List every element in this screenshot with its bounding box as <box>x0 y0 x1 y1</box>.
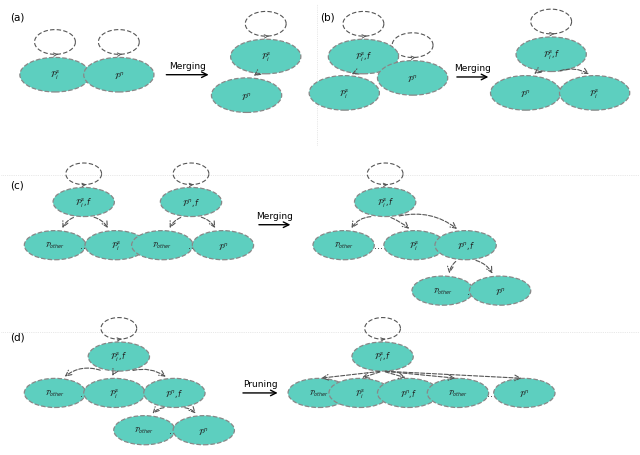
Text: $\mathcal{P}_{other}$: $\mathcal{P}_{other}$ <box>308 388 329 398</box>
Text: $\mathcal{P}^n$: $\mathcal{P}^n$ <box>241 91 252 101</box>
Text: $\mathcal{P}^n$: $\mathcal{P}^n$ <box>520 88 531 99</box>
Ellipse shape <box>384 231 445 260</box>
Ellipse shape <box>288 379 349 408</box>
Ellipse shape <box>329 379 390 408</box>
Text: $\mathcal{P}_i^s$: $\mathcal{P}_i^s$ <box>111 239 121 253</box>
Text: $\mathcal{P}_{other}$: $\mathcal{P}_{other}$ <box>45 241 65 251</box>
Text: ...: ... <box>81 388 90 398</box>
Ellipse shape <box>24 379 86 408</box>
Ellipse shape <box>88 342 150 371</box>
Ellipse shape <box>516 38 586 72</box>
Text: Merging: Merging <box>454 64 491 73</box>
Ellipse shape <box>53 188 115 217</box>
Text: Merging: Merging <box>169 62 206 71</box>
Ellipse shape <box>412 277 473 305</box>
Text: ...: ... <box>81 241 90 251</box>
Ellipse shape <box>114 416 175 445</box>
Ellipse shape <box>493 379 555 408</box>
Text: $\mathcal{P}^n$: $\mathcal{P}^n$ <box>113 70 124 81</box>
Text: $\mathcal{P}^n,\!f$: $\mathcal{P}^n,\!f$ <box>399 387 417 399</box>
Ellipse shape <box>20 58 90 93</box>
Text: ...: ... <box>467 286 476 296</box>
Ellipse shape <box>132 231 193 260</box>
Text: $\mathcal{P}_i^s,\!f$: $\mathcal{P}_i^s,\!f$ <box>374 350 391 364</box>
Ellipse shape <box>85 231 147 260</box>
Text: $\mathcal{P}^n,\!f$: $\mathcal{P}^n,\!f$ <box>457 240 474 252</box>
Text: (d): (d) <box>10 332 25 342</box>
Text: $\mathcal{P}_i^s$: $\mathcal{P}_i^s$ <box>589 87 600 101</box>
Ellipse shape <box>211 79 282 113</box>
Ellipse shape <box>173 416 234 445</box>
Text: $\mathcal{P}^n$: $\mathcal{P}^n$ <box>198 425 209 436</box>
Text: $\mathcal{P}_i^s$: $\mathcal{P}_i^s$ <box>50 69 60 82</box>
Text: $\mathcal{P}_{other}$: $\mathcal{P}_{other}$ <box>433 286 452 296</box>
Text: (a): (a) <box>10 12 25 22</box>
Text: $\mathcal{P}^n$: $\mathcal{P}^n$ <box>519 388 529 399</box>
Text: $\mathcal{P}_i^s,\!f$: $\mathcal{P}_i^s,\!f$ <box>543 48 560 62</box>
Ellipse shape <box>24 231 86 260</box>
Text: (c): (c) <box>10 180 24 190</box>
Text: $\mathcal{P}_i^s,\!f$: $\mathcal{P}_i^s,\!f$ <box>355 51 372 64</box>
Ellipse shape <box>84 58 154 93</box>
Text: $\mathcal{P}_{other}$: $\mathcal{P}_{other}$ <box>152 241 172 251</box>
Text: $\mathcal{P}_i^s$: $\mathcal{P}_i^s$ <box>260 51 271 64</box>
Text: $\mathcal{P}^n$: $\mathcal{P}^n$ <box>218 240 228 251</box>
Ellipse shape <box>352 342 413 371</box>
Ellipse shape <box>355 188 416 217</box>
Ellipse shape <box>230 40 301 75</box>
Text: $\mathcal{P}_i^s,\!f$: $\mathcal{P}_i^s,\!f$ <box>376 196 394 209</box>
Text: $\mathcal{P}_i^s$: $\mathcal{P}_i^s$ <box>410 239 420 253</box>
Text: Pruning: Pruning <box>243 379 278 389</box>
Text: $\mathcal{P}_i^s,\!f$: $\mathcal{P}_i^s,\!f$ <box>110 350 127 364</box>
Ellipse shape <box>469 277 531 305</box>
Text: $\mathcal{P}_i^s$: $\mathcal{P}_i^s$ <box>339 87 349 101</box>
Ellipse shape <box>144 379 205 408</box>
Ellipse shape <box>559 76 630 111</box>
Ellipse shape <box>435 231 496 260</box>
Ellipse shape <box>328 40 399 75</box>
Text: ...: ... <box>486 388 495 398</box>
Text: $\mathcal{P}_{other}$: $\mathcal{P}_{other}$ <box>45 388 65 398</box>
Text: $\mathcal{P}^n$: $\mathcal{P}^n$ <box>495 286 506 297</box>
Text: $\mathcal{P}_{other}$: $\mathcal{P}_{other}$ <box>448 388 468 398</box>
Ellipse shape <box>161 188 221 217</box>
Ellipse shape <box>309 76 380 111</box>
Text: $\mathcal{P}_{other}$: $\mathcal{P}_{other}$ <box>333 241 354 251</box>
Text: $\mathcal{P}^n,\!f$: $\mathcal{P}^n,\!f$ <box>182 197 200 208</box>
Ellipse shape <box>84 379 145 408</box>
Ellipse shape <box>490 76 561 111</box>
Text: ...: ... <box>169 425 179 435</box>
Text: $\mathcal{P}^n$: $\mathcal{P}^n$ <box>407 73 418 84</box>
Text: $\mathcal{P}_{other}$: $\mathcal{P}_{other}$ <box>134 425 154 435</box>
Ellipse shape <box>428 379 488 408</box>
Text: $\mathcal{P}_i^s,\!f$: $\mathcal{P}_i^s,\!f$ <box>75 196 92 209</box>
Text: $\mathcal{P}_i^s$: $\mathcal{P}_i^s$ <box>355 386 365 400</box>
Text: ...: ... <box>188 241 196 251</box>
Text: ...: ... <box>374 241 383 251</box>
Ellipse shape <box>192 231 253 260</box>
Text: $\mathcal{P}_i^s$: $\mathcal{P}_i^s$ <box>109 386 120 400</box>
Ellipse shape <box>313 231 374 260</box>
Text: $\mathcal{P}^n,\!f$: $\mathcal{P}^n,\!f$ <box>166 387 183 399</box>
Ellipse shape <box>378 379 439 408</box>
Text: Merging: Merging <box>256 212 293 221</box>
Text: (b): (b) <box>320 12 335 22</box>
Ellipse shape <box>378 61 448 96</box>
